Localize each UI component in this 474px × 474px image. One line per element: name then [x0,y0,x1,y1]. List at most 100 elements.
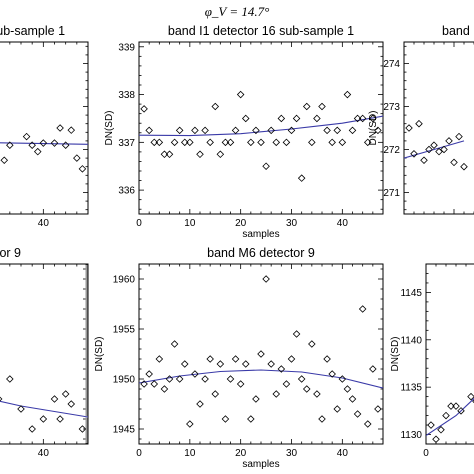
data-point [180,360,189,368]
panel-p3: band 271 272 273 274 DN(SD) [368,24,474,215]
data-point [140,380,148,388]
data-point [338,138,347,147]
data-point [28,425,36,433]
plot-frame [138,41,384,215]
data-point [313,114,321,123]
data-point [0,156,9,165]
data-point [343,90,352,99]
x-tick-label: 10 [184,448,196,459]
data-point [267,360,275,368]
data-point [427,421,435,429]
data-point [33,147,42,156]
data-point [257,138,265,147]
data-point [236,90,245,99]
data-point [175,126,184,135]
data-point [191,370,199,378]
data-point [221,415,230,423]
data-point [405,124,413,132]
data-layer [0,375,88,433]
data-point [333,126,342,135]
data-point [447,402,455,410]
data-point [78,425,87,433]
data-point [313,390,321,398]
plot-frame [425,263,474,445]
data-point [358,305,367,313]
x-tick-label: 40 [337,218,349,229]
panel-title: band I1 detector 16 sub-sample 1 [168,24,354,38]
data-point [282,138,291,147]
data-point [73,154,81,162]
panel-title: band M6 detector 9 [207,246,315,260]
data-layer [426,392,474,444]
data-point [374,126,382,135]
data-point [252,395,260,403]
data-point [308,138,316,147]
data-point [56,124,64,132]
data-point [348,395,357,403]
data-point [277,365,286,373]
data-point [445,137,453,145]
y-tick-label: 1950 [113,375,136,386]
data-point [28,141,36,149]
fit-curve [0,142,88,145]
fit-curve [426,397,474,436]
data-point [201,126,209,135]
data-point [432,435,440,444]
data-point [287,126,296,135]
data-point [50,395,59,403]
data-point [287,355,296,363]
data-point [211,390,220,398]
x-tick-label: 40 [337,448,349,459]
data-point [442,411,450,420]
data-point [292,114,301,123]
data-point [308,340,316,348]
data-point [170,340,179,348]
y-tick-label: 338 [118,90,135,101]
data-point [241,360,250,368]
data-point [247,415,255,423]
data-point [186,420,194,428]
data-point [262,275,270,283]
data-point [437,426,445,434]
data-point [353,114,362,123]
data-point [150,380,159,388]
y-tick-label: 336 [118,186,135,197]
data-point [467,392,474,401]
data-point [297,174,306,182]
data-point [257,350,265,358]
plot-frame [138,263,384,445]
data-point [216,360,225,368]
data-point [302,385,311,393]
panel-p5: band M6 detector 9 0 10 20 30 40 1945 1950 1955 1… [94,246,384,470]
x-tick-label: 0 [423,448,429,459]
data-point [241,114,250,123]
data-point [252,126,260,135]
data-point [323,355,331,363]
data-point [67,400,76,408]
data-point [140,105,148,113]
data-point [333,405,342,413]
data-layer [404,119,468,171]
fit-curve [404,140,465,159]
data-point [236,380,245,388]
data-point [460,162,468,171]
y-tick-label: 272 [383,145,400,156]
data-point [180,138,189,147]
data-point [328,138,336,147]
x-tick-label: 0 [136,218,142,229]
data-point [150,138,159,147]
y-tick-label: 1130 [400,430,422,441]
data-point [363,420,372,428]
y-tick-label: 273 [383,102,400,113]
data-point [61,141,70,149]
panel-title: band [442,24,470,38]
x-tick-label: 10 [184,218,196,229]
data-point [17,405,25,413]
data-point [262,162,270,170]
data-point [155,138,164,147]
data-point [160,385,169,393]
y-axis-label: DN(SD) [94,337,105,372]
y-tick-label: 1135 [400,383,422,394]
